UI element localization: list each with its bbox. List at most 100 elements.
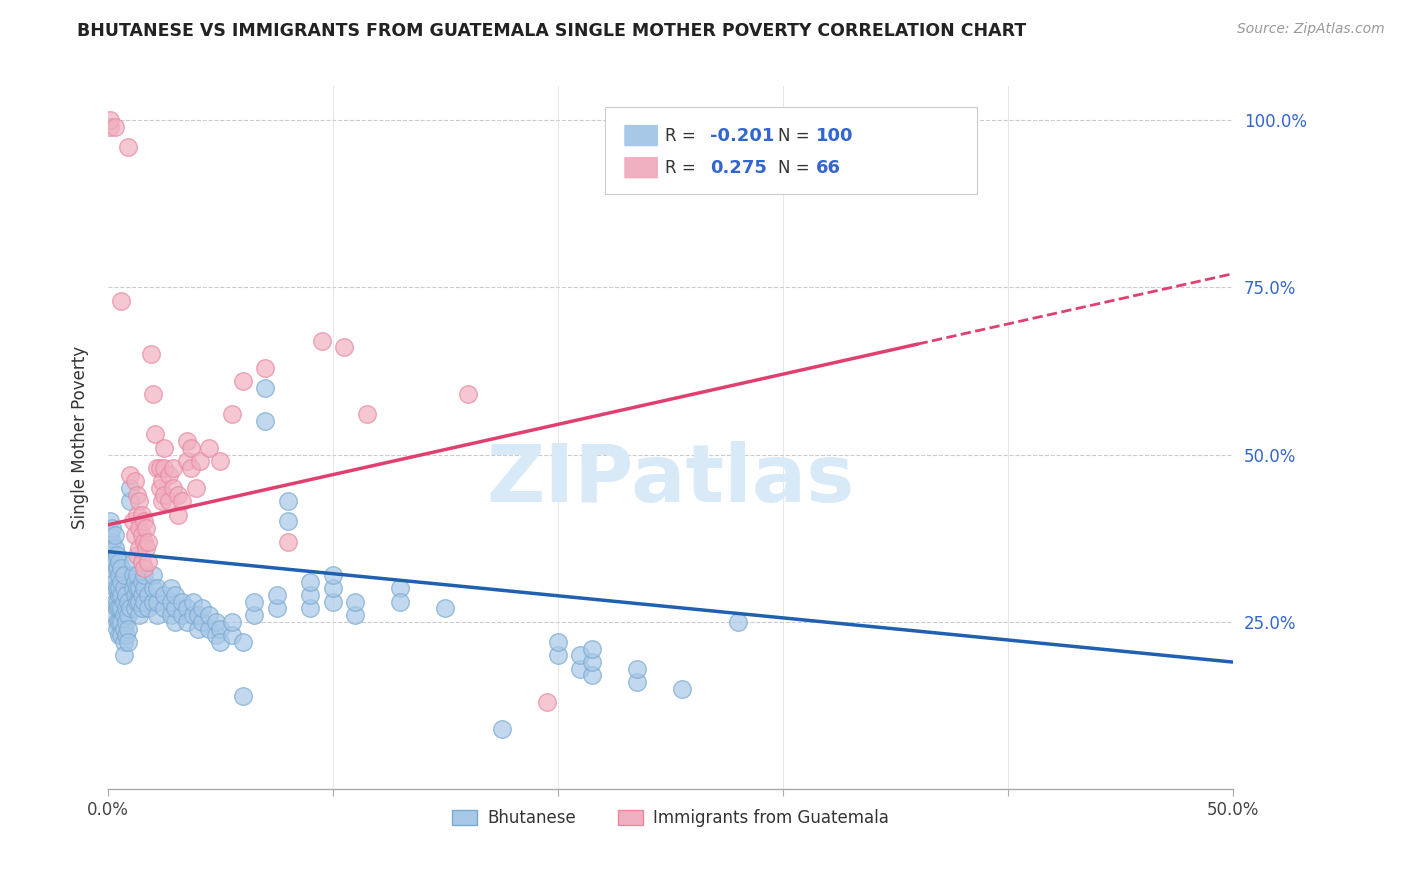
Point xyxy=(243,595,266,609)
Point xyxy=(105,548,128,562)
Point xyxy=(131,588,153,602)
Point xyxy=(205,628,228,642)
Point xyxy=(671,681,693,696)
Point xyxy=(131,555,153,569)
Point xyxy=(153,601,176,615)
Point xyxy=(727,615,749,629)
Point xyxy=(160,608,183,623)
Point xyxy=(105,615,128,629)
Point xyxy=(115,588,138,602)
Point xyxy=(117,608,139,623)
Point xyxy=(146,608,169,623)
Point xyxy=(209,454,232,468)
Point xyxy=(266,601,288,615)
Point xyxy=(266,588,288,602)
Point xyxy=(110,588,132,602)
Point xyxy=(198,608,221,623)
Text: N =: N = xyxy=(778,127,814,145)
Point xyxy=(165,601,187,615)
Point xyxy=(104,555,127,569)
Point xyxy=(138,534,160,549)
Point xyxy=(581,641,603,656)
Point xyxy=(104,120,127,134)
Point xyxy=(104,595,127,609)
Point xyxy=(153,461,176,475)
Point xyxy=(142,568,165,582)
Point xyxy=(277,494,299,508)
Point xyxy=(112,608,135,623)
Point xyxy=(120,481,142,495)
Point xyxy=(138,588,160,602)
Point xyxy=(131,528,153,542)
Point xyxy=(311,334,333,348)
Point xyxy=(105,622,128,636)
Point xyxy=(127,488,149,502)
Point xyxy=(569,662,592,676)
Point xyxy=(121,582,143,596)
Point xyxy=(104,608,127,623)
Point xyxy=(221,615,243,629)
Point xyxy=(157,494,180,508)
Point xyxy=(98,541,121,556)
Point xyxy=(149,481,172,495)
Point xyxy=(101,568,124,582)
Point xyxy=(142,595,165,609)
Point xyxy=(135,521,157,535)
Point xyxy=(127,595,149,609)
Point xyxy=(115,615,138,629)
Point xyxy=(124,601,146,615)
Point xyxy=(344,595,367,609)
Point xyxy=(132,595,155,609)
Point xyxy=(569,648,592,663)
Point xyxy=(165,588,187,602)
Point xyxy=(581,668,603,682)
Point xyxy=(112,595,135,609)
Point xyxy=(132,561,155,575)
Point xyxy=(299,601,322,615)
Point xyxy=(112,648,135,663)
Point xyxy=(180,441,202,455)
Point xyxy=(172,494,194,508)
Y-axis label: Single Mother Poverty: Single Mother Poverty xyxy=(72,346,89,529)
Point xyxy=(254,360,277,375)
Point xyxy=(132,515,155,529)
Point xyxy=(232,635,254,649)
Legend: Bhutanese, Immigrants from Guatemala: Bhutanese, Immigrants from Guatemala xyxy=(446,802,896,834)
Point xyxy=(98,120,121,134)
Point xyxy=(121,515,143,529)
Point xyxy=(191,615,214,629)
Point xyxy=(101,548,124,562)
Point xyxy=(132,534,155,549)
Point xyxy=(299,574,322,589)
Point xyxy=(124,574,146,589)
Point xyxy=(132,582,155,596)
Point xyxy=(150,475,173,489)
Point xyxy=(232,374,254,388)
Point xyxy=(146,595,169,609)
Text: BHUTANESE VS IMMIGRANTS FROM GUATEMALA SINGLE MOTHER POVERTY CORRELATION CHART: BHUTANESE VS IMMIGRANTS FROM GUATEMALA S… xyxy=(77,22,1026,40)
Point xyxy=(128,595,150,609)
Point xyxy=(115,628,138,642)
Point xyxy=(172,608,194,623)
Point xyxy=(104,574,127,589)
Point xyxy=(322,582,344,596)
Point xyxy=(187,622,209,636)
Point xyxy=(121,568,143,582)
Text: R =: R = xyxy=(665,127,702,145)
Point xyxy=(205,615,228,629)
Point xyxy=(98,515,121,529)
Point xyxy=(146,461,169,475)
Point xyxy=(124,588,146,602)
Point xyxy=(299,588,322,602)
Point xyxy=(221,628,243,642)
Point xyxy=(322,595,344,609)
Point xyxy=(138,601,160,615)
Point xyxy=(254,414,277,428)
Point xyxy=(105,582,128,596)
Point xyxy=(117,139,139,153)
Point xyxy=(153,588,176,602)
Point xyxy=(491,722,513,736)
Point xyxy=(121,555,143,569)
Point xyxy=(162,481,184,495)
Point xyxy=(149,461,172,475)
